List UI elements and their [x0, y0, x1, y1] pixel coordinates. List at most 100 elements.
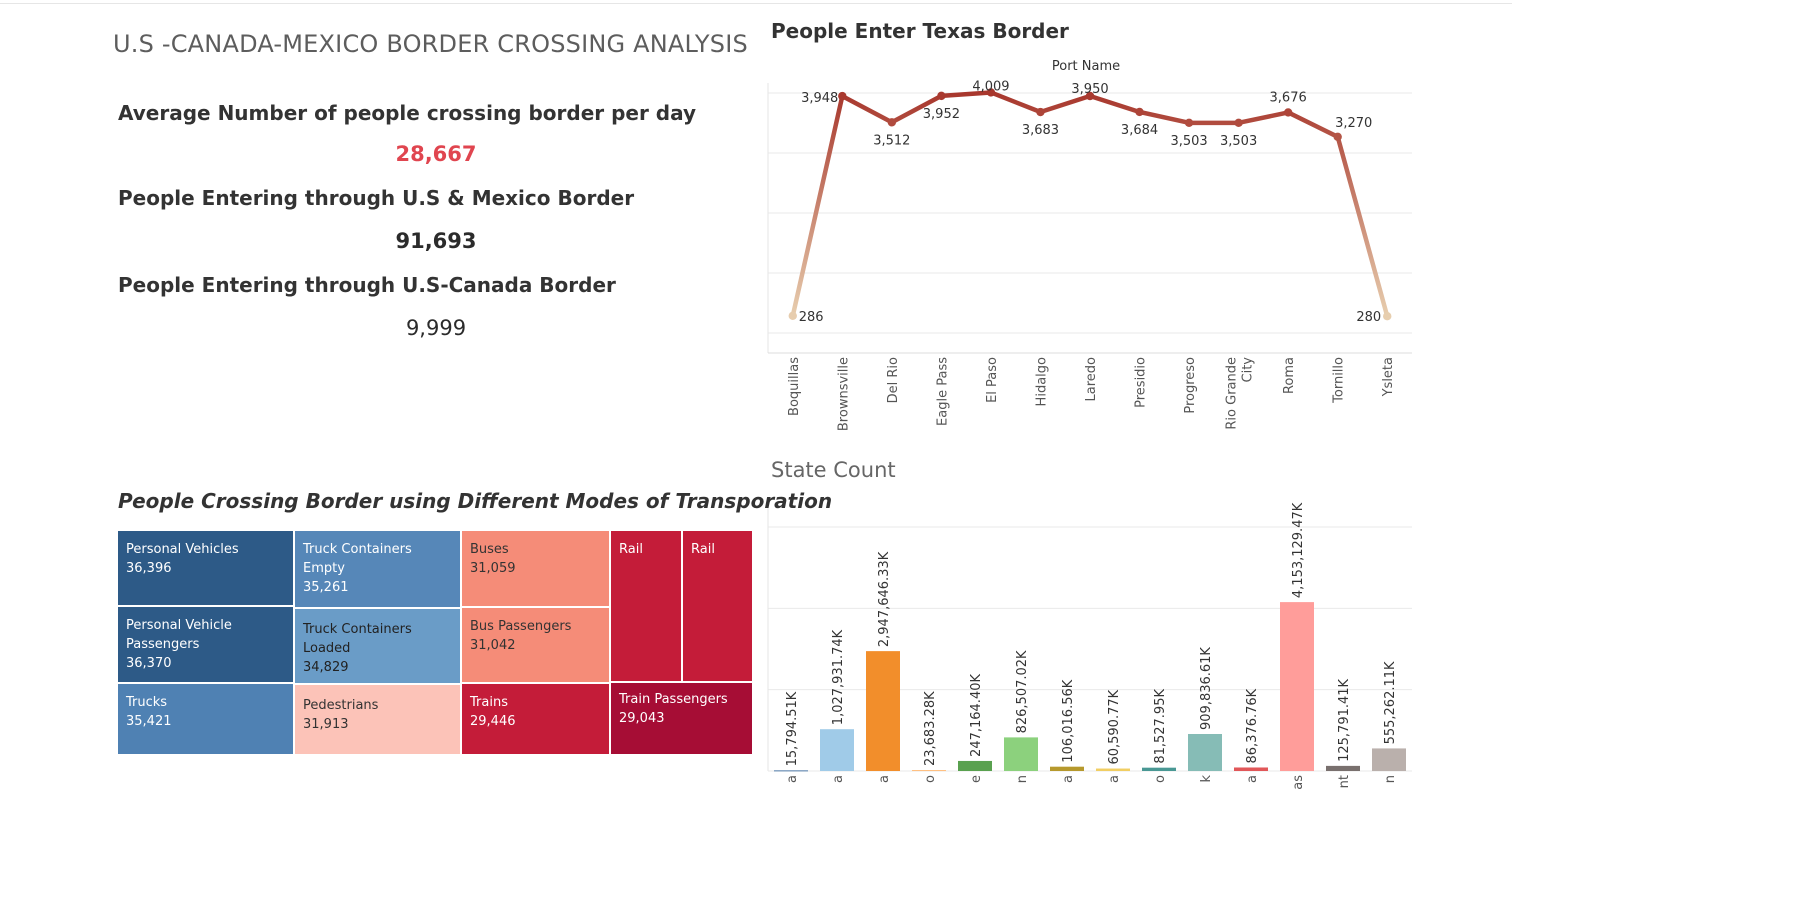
treemap-label: Pedestrians [303, 698, 379, 713]
x-tick-label: Presidio [1134, 357, 1149, 408]
treemap-value: 35,261 [303, 580, 349, 595]
treemap-label: Personal Vehicle Passengers [126, 618, 232, 652]
data-point [1036, 107, 1045, 117]
bar-value-label: 106,016.56K [1061, 679, 1076, 762]
treemap-label: Truck Containers Loaded [303, 622, 412, 656]
treemap-value: 34,829 [303, 660, 349, 675]
bar [1142, 767, 1176, 771]
treemap-cell-trucks[interactable]: Trucks 35,421 [118, 684, 295, 756]
bar-chart-title: State Count [771, 458, 896, 482]
treemap-value: 31,913 [303, 717, 349, 732]
treemap-cell-personal-vehicle-passengers[interactable]: Personal Vehicle Passengers 36,370 [118, 607, 295, 684]
x-tick-label: nt [1337, 775, 1352, 788]
x-tick-label: o [1153, 775, 1168, 783]
data-point [986, 88, 996, 97]
data-label: 286 [799, 310, 824, 325]
treemap-value: 29,446 [470, 714, 516, 729]
bar-value-label: 4,153,129.47K [1291, 502, 1306, 598]
data-label: 3,684 [1121, 123, 1158, 138]
data-label: 280 [1356, 310, 1381, 325]
treemap-cell-buses[interactable]: Buses 31,059 [462, 531, 611, 608]
x-tick-label: a [1107, 775, 1122, 783]
bar-value-label: 555,262.11K [1383, 661, 1398, 744]
data-point [887, 118, 897, 127]
data-label: 3,950 [1071, 82, 1108, 97]
data-label: 3,952 [923, 107, 960, 122]
treemap-cell-rail-2[interactable]: Rail [683, 531, 754, 683]
bar [912, 770, 946, 772]
bar [866, 651, 900, 771]
data-label: 3,503 [1170, 134, 1207, 149]
bar-value-label: 247,164.40K [969, 674, 984, 757]
data-point [1283, 108, 1293, 117]
dashboard-title: U.S -CANADA-MEXICO BORDER CROSSING ANALY… [113, 30, 748, 58]
data-label: 3,503 [1220, 134, 1257, 149]
bar [1280, 602, 1314, 771]
treemap-title: People Crossing Border using Different M… [118, 489, 833, 513]
kpi-mexico-label: People Entering through U.S & Mexico Bor… [118, 186, 635, 210]
treemap-cell-personal-vehicles[interactable]: Personal Vehicles 36,396 [118, 531, 295, 607]
x-tick-label: Boquillas [787, 357, 802, 416]
data-label: 4,009 [972, 79, 1009, 94]
treemap-cell-pedestrians[interactable]: Pedestrians 31,913 [295, 685, 462, 756]
bar [1096, 768, 1130, 771]
treemap-cell-truck-containers-loaded[interactable]: Truck Containers Loaded 34,829 [295, 609, 462, 685]
treemap-value: 31,059 [470, 561, 516, 576]
kpi-avg-value: 28,667 [395, 142, 477, 166]
treemap-label: Rail [619, 542, 643, 557]
treemap-cell-train-passengers[interactable]: Train Passengers 29,043 [611, 683, 754, 756]
x-tick-label: k [1199, 775, 1214, 783]
data-point [937, 91, 946, 101]
kpi-canada-label: People Entering through U.S-Canada Borde… [118, 273, 616, 297]
data-point [838, 91, 847, 101]
x-tick-label: Progreso [1183, 357, 1198, 414]
state-bar-chart: 15,794.51K a 1,027,931.74K a 2,947,646.33K a 2… [767, 500, 1412, 790]
bar-value-label: 23,683.28K [923, 691, 938, 766]
x-tick-label: Tornillo [1332, 357, 1347, 404]
bar [1234, 767, 1268, 771]
treemap-cell-rail-1[interactable]: Rail [611, 531, 683, 683]
treemap-value: 31,042 [470, 638, 516, 653]
bar [1326, 765, 1360, 771]
bar [1004, 737, 1038, 771]
x-axis-title: Port Name [1052, 59, 1120, 74]
treemap-value: 35,421 [126, 714, 172, 729]
bar-value-label: 826,507.02K [1015, 650, 1030, 733]
x-tick-label: a [1245, 775, 1260, 783]
treemap-cell-truck-containers-empty[interactable]: Truck Containers Empty 35,261 [295, 531, 462, 609]
bar-value-label: 15,794.51K [785, 691, 800, 766]
treemap-cell-bus-passengers[interactable]: Bus Passengers 31,042 [462, 608, 611, 684]
treemap-label: Rail [691, 542, 715, 557]
x-tick-label: a [785, 775, 800, 783]
bar [1050, 766, 1084, 771]
texas-line-chart: Port Name 286 3,948 3,512 3,952 4,009 3,683 3,9… [767, 59, 1412, 431]
treemap-value: 36,370 [126, 656, 172, 671]
treemap-label: Train Passengers [619, 692, 728, 707]
treemap-value: 36,396 [126, 561, 172, 576]
x-tick-label: Eagle Pass [935, 357, 950, 426]
top-divider [0, 3, 1512, 4]
data-point [1333, 132, 1342, 141]
data-point [1234, 118, 1243, 128]
treemap-cell-trains[interactable]: Trains 29,446 [462, 684, 611, 756]
bar-value-label: 125,791.41K [1337, 678, 1352, 761]
x-tick-label: Roma [1282, 357, 1297, 394]
data-point [1184, 118, 1194, 128]
x-tick-label: Hidalgo [1034, 357, 1049, 406]
bar [820, 729, 854, 771]
treemap-value: 29,043 [619, 711, 665, 726]
bar [1188, 734, 1222, 771]
data-label: 3,676 [1270, 90, 1307, 105]
treemap-label: Buses [470, 542, 509, 557]
data-point [788, 311, 797, 321]
x-tick-label: n [1383, 775, 1398, 783]
data-point [1383, 312, 1392, 321]
bar [958, 760, 992, 771]
data-label: 3,512 [873, 133, 910, 148]
x-tick-label: Del Rio [886, 357, 901, 403]
kpi-canada-value: 9,999 [405, 316, 467, 340]
bar-value-label: 81,527.95K [1153, 689, 1168, 764]
treemap-label: Personal Vehicles [126, 542, 239, 557]
bar [774, 770, 808, 772]
kpi-avg-label: Average Number of people crossing border… [118, 101, 697, 125]
